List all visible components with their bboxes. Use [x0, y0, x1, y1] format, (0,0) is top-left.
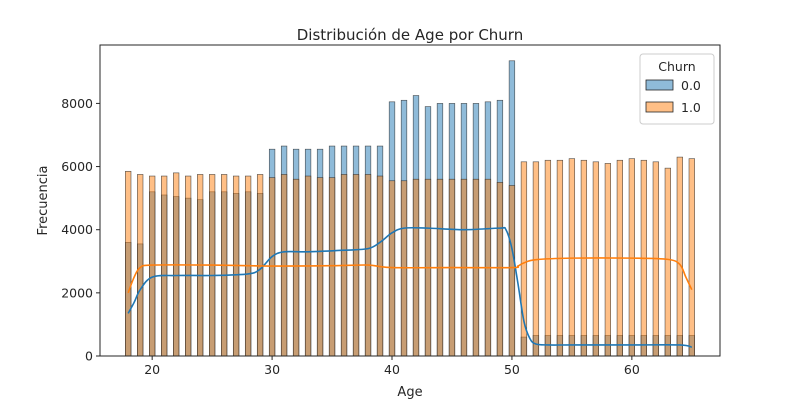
x-tick-label-20: 20 — [144, 362, 160, 377]
bar-1.0-age-65 — [688, 158, 695, 357]
y-tick-label-8000: 8000 — [61, 96, 93, 111]
y-tick-label-6000: 6000 — [61, 159, 93, 174]
bar-1.0-age-23 — [185, 175, 192, 357]
legend-swatch-0 — [645, 79, 674, 91]
y-tick-label-2000: 2000 — [61, 285, 93, 300]
bar-1.0-age-31 — [280, 174, 288, 357]
legend-label-1: 1.0 — [681, 100, 701, 115]
bar-1.0-age-35 — [328, 177, 336, 357]
x-tick-label-60: 60 — [624, 362, 640, 377]
kde-line-0.0 — [127, 226, 693, 348]
x-axis-label: Age — [397, 385, 422, 400]
bar-1.0-age-21 — [161, 175, 168, 357]
plot-frame — [99, 44, 721, 357]
legend-title: Churn — [658, 59, 695, 74]
kde-layer — [127, 226, 693, 348]
bar-1.0-age-18 — [125, 170, 132, 357]
y-tick-label-4000: 4000 — [61, 222, 93, 237]
bar-1.0-age-63 — [664, 167, 671, 357]
x-axis-ticks: 20 30 40 50 60 — [144, 356, 640, 377]
bar-1.0-age-58 — [604, 163, 611, 357]
legend-label-0: 0.0 — [681, 78, 701, 93]
x-tick-label-30: 30 — [264, 362, 280, 377]
bar-1.0-age-57 — [592, 161, 599, 357]
x-tick-label-50: 50 — [504, 362, 520, 377]
bar-1.0-age-64 — [676, 156, 683, 357]
bars-layer — [125, 60, 695, 357]
x-tick-label-40: 40 — [384, 362, 400, 377]
kde-line-1.0 — [127, 257, 693, 294]
legend-swatch-1 — [645, 101, 674, 113]
legend: Churn 0.0 1.0 — [639, 53, 715, 125]
y-tick-label-0: 0 — [85, 349, 93, 364]
bar-1.0-age-32 — [292, 178, 300, 357]
bar-1.0-age-50 — [508, 185, 516, 357]
bar-1.0-age-49 — [496, 182, 504, 357]
bar-1.0-age-20 — [149, 175, 156, 357]
chart-title: Distribución de Age por Churn — [297, 26, 523, 44]
y-axis-ticks: 0 2000 4000 6000 8000 — [61, 96, 100, 364]
bar-1.0-age-34 — [316, 177, 324, 357]
y-axis-label: Frecuencia — [36, 166, 51, 236]
